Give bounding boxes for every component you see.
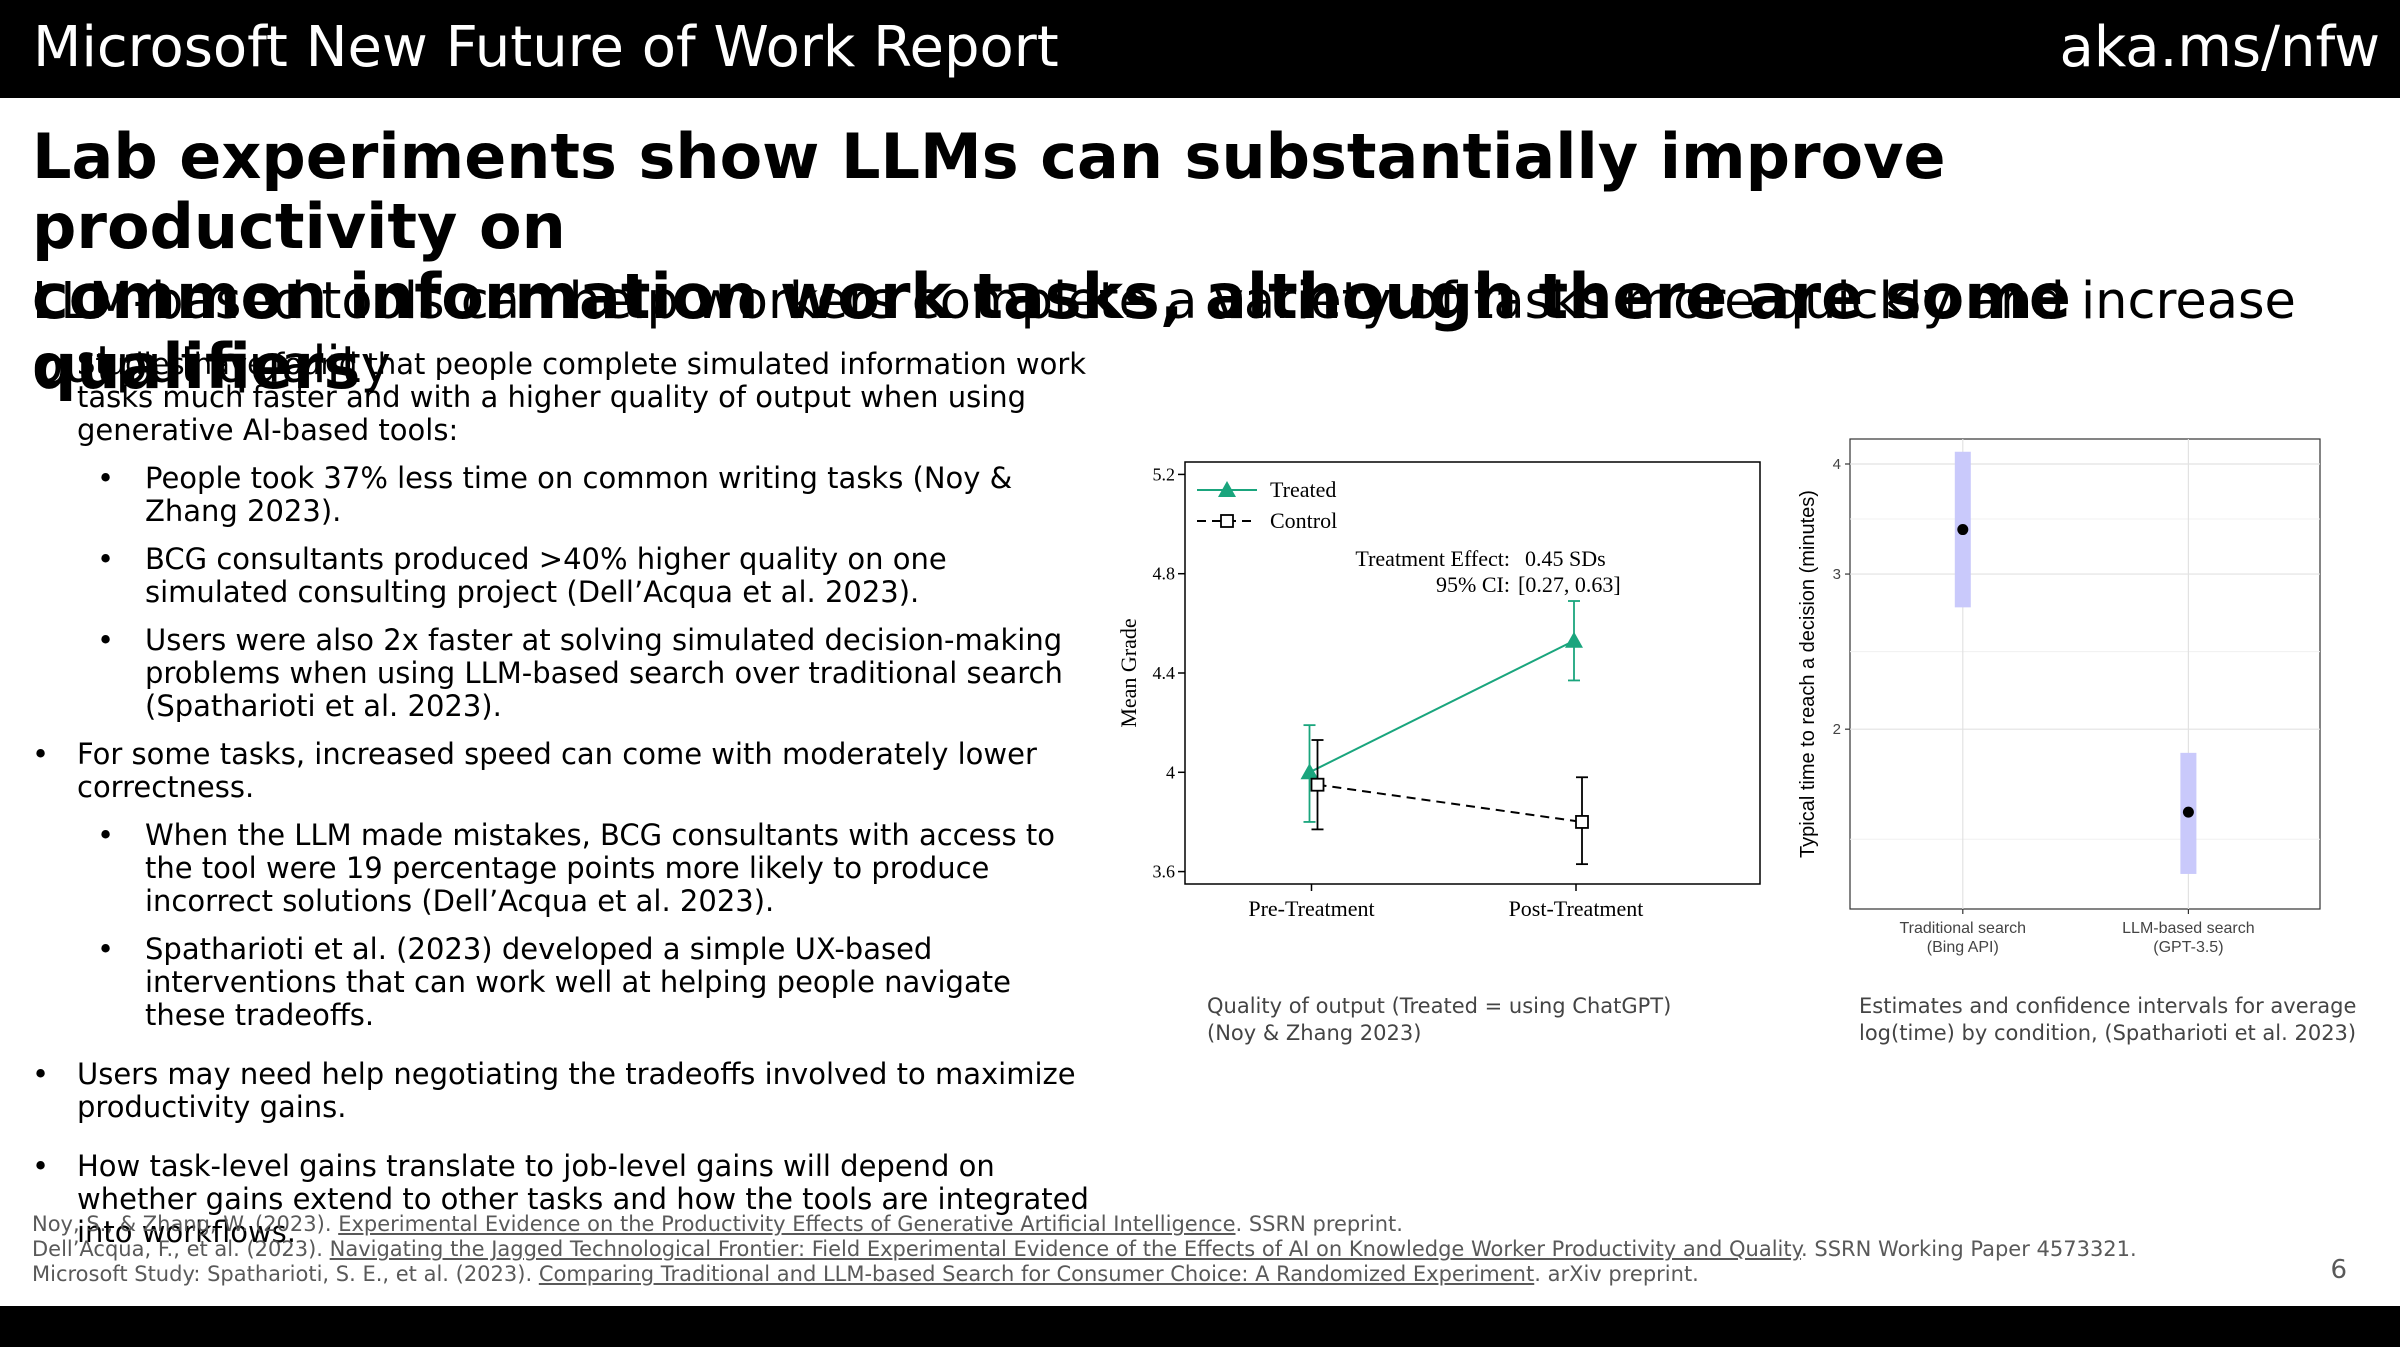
x-tick-label: (GPT-3.5) bbox=[2153, 939, 2223, 956]
footer-bar bbox=[0, 1306, 2400, 1347]
estimate-point bbox=[1957, 524, 1969, 536]
sub-bullet-item: People took 37% less time on common writ… bbox=[32, 462, 1092, 528]
page-number: 6 bbox=[2330, 1255, 2347, 1285]
x-tick-label: Pre-Treatment bbox=[1248, 896, 1374, 921]
estimate-point bbox=[2182, 806, 2194, 818]
x-tick-label: (Bing API) bbox=[1927, 939, 1999, 956]
y-axis-label: Typical time to reach a decision (minute… bbox=[1797, 490, 1819, 858]
data-point-treated bbox=[1300, 763, 1319, 780]
sub-bullet-item: When the LLM made mistakes, BCG consulta… bbox=[32, 819, 1092, 918]
y-tick-label: 4.4 bbox=[1153, 663, 1176, 683]
caption-line: (Noy & Zhang 2023) bbox=[1207, 1021, 1422, 1045]
report-title: Microsoft New Future of Work Report bbox=[33, 15, 1059, 80]
data-point-treated bbox=[1565, 631, 1583, 648]
y-axis-label: Mean Grade bbox=[1116, 618, 1141, 727]
decision-time-chart: 2 3 4 Traditional search (Bing API) LLM-based… bbox=[1790, 425, 2360, 965]
reference-item: Dell’Acqua, F., et al. (2023). Navigatin… bbox=[32, 1237, 2137, 1261]
y-tick-label: 3.6 bbox=[1153, 862, 1176, 882]
decision-time-chart-caption: Estimates and confidence intervals for a… bbox=[1859, 993, 2356, 1047]
y-tick-label: 4 bbox=[1166, 762, 1175, 782]
bullet-item: Users may need help negotiating the trad… bbox=[32, 1058, 1092, 1124]
decision-time-chart-svg: 2 3 4 Traditional search (Bing API) LLM-based… bbox=[1797, 438, 2321, 956]
y-tick-label: 2 bbox=[1833, 721, 1841, 738]
y-tick-label: 3 bbox=[1833, 566, 1841, 583]
bullet-item: For some tasks, increased speed can come… bbox=[32, 738, 1092, 804]
slide-title: Lab experiments show LLMs can substantia… bbox=[32, 122, 2372, 402]
x-tick-label: Traditional search bbox=[1900, 920, 2027, 937]
caption-line: log(time) by condition, (Spatharioti et … bbox=[1859, 1021, 2357, 1045]
legend-label: Control bbox=[1270, 508, 1337, 533]
sub-bullet-item: Spatharioti et al. (2023) developed a si… bbox=[32, 933, 1092, 1032]
header-bar: Microsoft New Future of Work Report aka.… bbox=[0, 0, 2400, 98]
quality-chart: 3.6 4 4.4 4.8 5.2 Pre-Treatment Post-Treatment… bbox=[1110, 450, 1770, 930]
report-link[interactable]: aka.ms/nfw bbox=[2059, 15, 2381, 80]
plot-frame bbox=[1184, 461, 1761, 885]
legend-marker bbox=[1218, 481, 1236, 497]
legend-label: Treated bbox=[1270, 477, 1336, 502]
reference-link[interactable]: Comparing Traditional and LLM-based Sear… bbox=[538, 1262, 1535, 1286]
reference-link[interactable]: Navigating the Jagged Technological Fron… bbox=[329, 1237, 1802, 1261]
data-point-control bbox=[1575, 815, 1589, 829]
legend-marker bbox=[1220, 514, 1234, 528]
quality-chart-svg: 3.6 4 4.4 4.8 5.2 Pre-Treatment Post-Treatment… bbox=[1116, 461, 1761, 921]
caption-line: Quality of output (Treated = using ChatG… bbox=[1207, 994, 1672, 1018]
caption-line: Estimates and confidence intervals for a… bbox=[1859, 994, 2357, 1018]
plot-frame bbox=[1849, 438, 2321, 910]
annotation-ci-label: 95% CI: bbox=[1436, 572, 1510, 597]
annotation-ci-value: [0.27, 0.63] bbox=[1518, 572, 1621, 597]
bullet-item: How task-level gains translate to job-le… bbox=[32, 1150, 1092, 1249]
sub-bullet-item: Users were also 2x faster at solving sim… bbox=[32, 624, 1092, 723]
x-tick-label: LLM-based search bbox=[2122, 920, 2255, 937]
y-tick-label: 4.8 bbox=[1153, 564, 1176, 584]
y-tick-label: 4 bbox=[1833, 456, 1841, 473]
reference-link[interactable]: Experimental Evidence on the Productivit… bbox=[338, 1212, 1236, 1236]
x-tick-label: Post-Treatment bbox=[1509, 896, 1644, 921]
bullet-item: Studies have found that people complete … bbox=[32, 348, 1092, 447]
data-point-control bbox=[1310, 777, 1325, 792]
quality-chart-caption: Quality of output (Treated = using ChatG… bbox=[1207, 993, 1671, 1047]
reference-item: Microsoft Study: Spatharioti, S. E., et … bbox=[32, 1262, 1699, 1286]
series-line-treated bbox=[1309, 639, 1575, 774]
references: Noy, S., & Zhang, W. (2023). Experimenta… bbox=[32, 1212, 2232, 1287]
bullet-list: Studies have found that people complete … bbox=[32, 348, 1092, 1249]
slide-title-line-1: Lab experiments show LLMs can substantia… bbox=[32, 120, 1946, 263]
annotation-effect-label: Treatment Effect: bbox=[1355, 546, 1510, 571]
annotation-effect-value: 0.45 SDs bbox=[1525, 546, 1606, 571]
sub-bullet-item: BCG consultants produced >40% higher qua… bbox=[32, 543, 1092, 609]
reference-item: Noy, S., & Zhang, W. (2023). Experimenta… bbox=[32, 1212, 1403, 1236]
y-tick-label: 5.2 bbox=[1153, 464, 1176, 484]
